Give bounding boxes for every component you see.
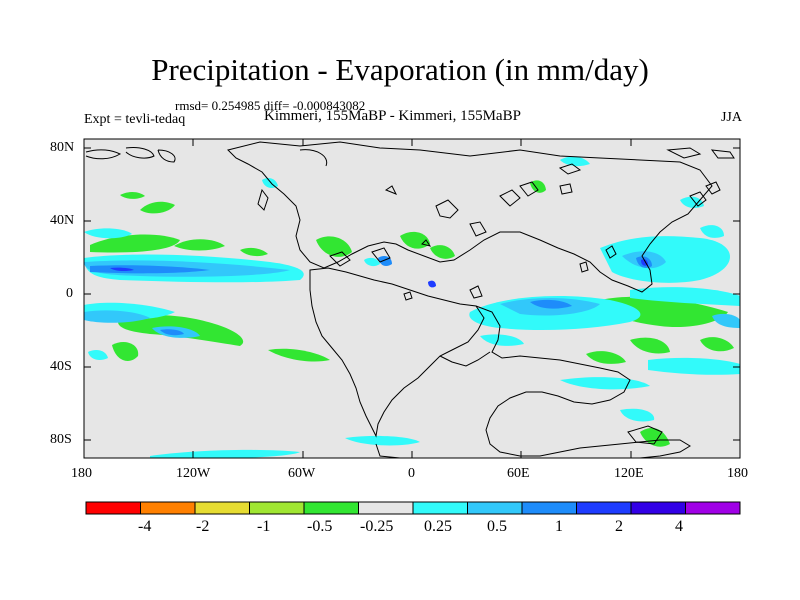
chart-title: Precipitation - Evaporation (in mm/day) <box>151 52 649 87</box>
colorbar-swatch <box>630 501 686 515</box>
lat-label-40s: 40S <box>50 359 72 374</box>
comparison-label: Kimmeri, 155MaBP - Kimmeri, 155MaBP <box>264 108 521 124</box>
colorbar-swatch <box>685 501 741 515</box>
lon-label-120w: 120W <box>176 466 211 481</box>
blue-contours <box>90 256 652 336</box>
lat-label-80s: 80S <box>50 432 72 447</box>
lat-label-40n: 40N <box>50 213 75 228</box>
coastlines <box>85 141 735 458</box>
colorbar-label: 1 <box>555 518 563 535</box>
darkblue-contours <box>110 259 648 288</box>
season-label: JJA <box>720 110 742 125</box>
colorbar-swatch <box>303 501 359 515</box>
lat-label-80n: 80N <box>50 140 75 155</box>
lon-label-60e: 60E <box>507 466 530 481</box>
colorbar-label: -2 <box>196 518 210 535</box>
lon-label-180w: 180 <box>71 466 92 481</box>
experiment-label: Expt = tevli-tedaq <box>84 112 186 127</box>
lat-label-0: 0 <box>66 286 73 301</box>
colorbar-label: 2 <box>615 518 623 535</box>
lon-label-120e: 120E <box>614 466 644 481</box>
colorbar-swatch <box>358 501 414 515</box>
colorbar-label: 0.5 <box>487 518 507 535</box>
colorbar-swatch <box>467 501 523 515</box>
colorbar-label: -0.5 <box>307 518 333 535</box>
colorbar-swatch <box>412 501 468 515</box>
colorbar-swatch <box>140 501 196 515</box>
axis-ticks <box>83 139 741 458</box>
colorbar-label: -1 <box>257 518 271 535</box>
precip-evap-field <box>84 141 740 458</box>
colorbar-label: -4 <box>138 518 152 535</box>
green-contours <box>90 180 734 447</box>
colorbar-swatch <box>249 501 305 515</box>
colorbar-swatch <box>576 501 632 515</box>
colorbar-label: -0.25 <box>360 518 394 535</box>
lon-label-0: 0 <box>408 466 415 481</box>
colorbar-label: 0.25 <box>424 518 452 535</box>
colorbar <box>85 501 741 515</box>
colorbar-swatch <box>521 501 577 515</box>
lon-label-60w: 60W <box>288 466 316 481</box>
rmsd-diff-stats: rmsd= 0.254985 diff= -0.000843082 <box>175 98 366 113</box>
colorbar-swatch <box>194 501 250 515</box>
lon-label-180e: 180 <box>727 466 748 481</box>
colorbar-label: 4 <box>675 518 683 535</box>
colorbar-swatch <box>85 501 141 515</box>
